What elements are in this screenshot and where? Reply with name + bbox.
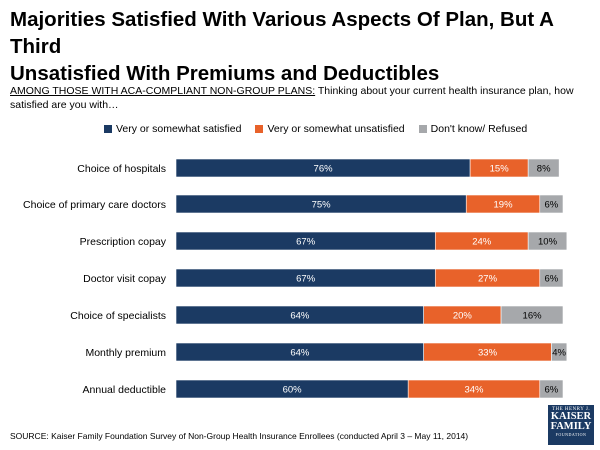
data-label-satisfied-choice-of-primary-care-doctors: 75% (312, 200, 332, 211)
legend-item-satisfied: Very or somewhat satisfied (104, 123, 241, 135)
data-label-dontknow-choice-of-primary-care-doctors: 6% (545, 200, 559, 211)
chart-title: Majorities Satisfied With Various Aspect… (10, 6, 590, 87)
chart-legend: Very or somewhat satisfied Very or somew… (104, 123, 527, 135)
category-label-choice-of-hospitals: Choice of hospitals (77, 163, 166, 175)
legend-item-dontknow: Don't know/ Refused (418, 123, 528, 135)
data-label-unsatisfied-choice-of-primary-care-doctors: 19% (494, 200, 514, 211)
logo-line-1: THE HENRY J. (551, 407, 591, 412)
logo-line-2: KAISER (550, 411, 592, 422)
bar-dontknow-choice-of-primary-care-doctors (539, 194, 564, 214)
data-label-dontknow-prescription-copay: 10% (538, 237, 558, 248)
legend-item-unsatisfied: Very or somewhat unsatisfied (255, 123, 405, 135)
legend-swatch-satisfied (104, 125, 112, 133)
chart-subtitle: AMONG THOSE WITH ACA-COMPLIANT NON-GROUP… (10, 84, 585, 112)
data-label-satisfied-prescription-copay: 67% (296, 237, 316, 248)
data-label-unsatisfied-monthly-premium: 33% (478, 348, 498, 359)
data-label-dontknow-choice-of-specialists: 16% (523, 311, 543, 322)
data-label-dontknow-annual-deductible: 6% (545, 385, 559, 396)
data-label-unsatisfied-doctor-visit-copay: 27% (478, 274, 498, 285)
data-label-unsatisfied-choice-of-hospitals: 15% (490, 164, 510, 175)
data-label-dontknow-monthly-premium: 4% (552, 348, 566, 359)
legend-label-unsatisfied: Very or somewhat unsatisfied (267, 123, 405, 135)
title-line-1: Majorities Satisfied With Various Aspect… (10, 8, 554, 58)
legend-swatch-unsatisfied (255, 125, 264, 133)
category-label-annual-deductible: Annual deductible (83, 384, 167, 396)
data-label-unsatisfied-choice-of-specialists: 20% (453, 311, 473, 322)
data-label-satisfied-choice-of-hospitals: 76% (314, 164, 334, 175)
data-label-satisfied-choice-of-specialists: 64% (290, 311, 310, 322)
legend-swatch-dontknow (418, 125, 427, 133)
data-label-satisfied-monthly-premium: 64% (290, 348, 310, 359)
data-label-satisfied-doctor-visit-copay: 67% (296, 274, 316, 285)
data-label-dontknow-doctor-visit-copay: 6% (545, 274, 559, 285)
data-label-satisfied-annual-deductible: 60% (283, 385, 303, 396)
bar-dontknow-annual-deductible (539, 379, 564, 399)
logo-line-3: FAMILY (550, 421, 592, 432)
data-label-dontknow-choice-of-hospitals: 8% (537, 164, 551, 175)
bar-dontknow-choice-of-hospitals (527, 158, 560, 178)
category-label-monthly-premium: Monthly premium (85, 347, 166, 359)
category-label-prescription-copay: Prescription copay (80, 236, 167, 248)
bar-dontknow-monthly-premium (551, 342, 568, 362)
subtitle-lead: AMONG THOSE WITH ACA-COMPLIANT NON-GROUP… (10, 85, 316, 97)
title-line-2: Unsatisfied With Premiums and Deductible… (10, 62, 440, 85)
data-label-unsatisfied-prescription-copay: 24% (472, 237, 492, 248)
kff-logo: THE HENRY J. KAISER FAMILY FOUNDATION (548, 405, 594, 445)
category-label-choice-of-specialists: Choice of specialists (70, 310, 166, 322)
category-label-doctor-visit-copay: Doctor visit copay (83, 273, 167, 285)
legend-label-satisfied: Very or somewhat satisfied (116, 123, 242, 135)
logo-line-4: FOUNDATION (555, 432, 587, 437)
source-footnote: SOURCE: Kaiser Family Foundation Survey … (10, 431, 469, 441)
category-label-choice-of-primary-care-doctors: Choice of primary care doctors (23, 199, 166, 211)
bar-dontknow-prescription-copay (527, 231, 568, 251)
bar-dontknow-choice-of-specialists (500, 305, 564, 325)
legend-label-dontknow: Don't know/ Refused (430, 123, 528, 135)
subtitle-question: Thinking about your current health insur… (10, 85, 574, 111)
bar-dontknow-doctor-visit-copay (539, 268, 564, 288)
data-label-unsatisfied-annual-deductible: 34% (464, 385, 484, 396)
